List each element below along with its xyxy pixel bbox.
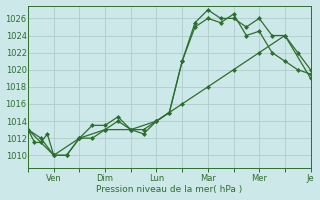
X-axis label: Pression niveau de la mer( hPa ): Pression niveau de la mer( hPa ) [96,185,243,194]
